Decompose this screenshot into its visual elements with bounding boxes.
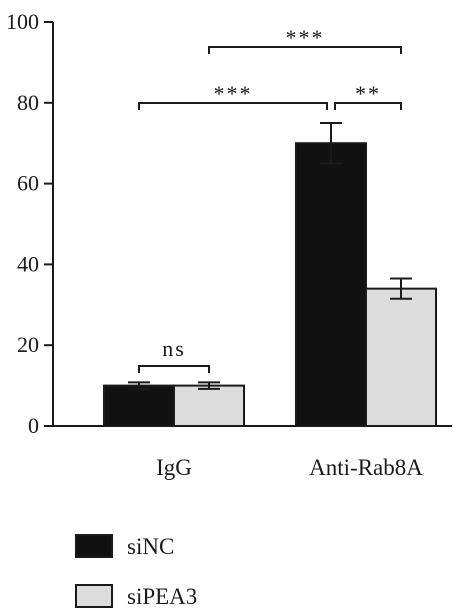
bar-siNC-Anti-Rab8A (295, 142, 367, 427)
significance-bracket (138, 102, 328, 110)
y-tick-label: 20 (17, 332, 39, 357)
bar-siPEA3-Anti-Rab8A (365, 287, 437, 428)
category-label: IgG (156, 455, 192, 480)
significance-bracket (138, 365, 210, 373)
legend-swatch-siPEA3 (75, 584, 113, 608)
legend-label-siNC: siNC (127, 534, 174, 559)
y-tick-label: 60 (17, 171, 39, 196)
significance-label: ** (355, 81, 381, 106)
significance-bracket (208, 46, 402, 54)
category-label: Anti-Rab8A (309, 455, 423, 480)
bar-siNC-IgG (103, 384, 175, 428)
bar-siPEA3-IgG (173, 384, 245, 428)
significance-bracket (334, 102, 402, 110)
significance-label: *** (286, 25, 325, 50)
y-tick-label: 80 (17, 90, 39, 115)
significance-label: *** (214, 81, 253, 106)
y-tick-label: 100 (6, 9, 39, 34)
legend-label-siPEA3: siPEA3 (127, 584, 197, 609)
y-tick-label: 0 (28, 413, 39, 438)
significance-label: ns (162, 336, 186, 361)
legend-swatch-siNC (75, 534, 113, 558)
y-tick-label: 40 (17, 251, 39, 276)
